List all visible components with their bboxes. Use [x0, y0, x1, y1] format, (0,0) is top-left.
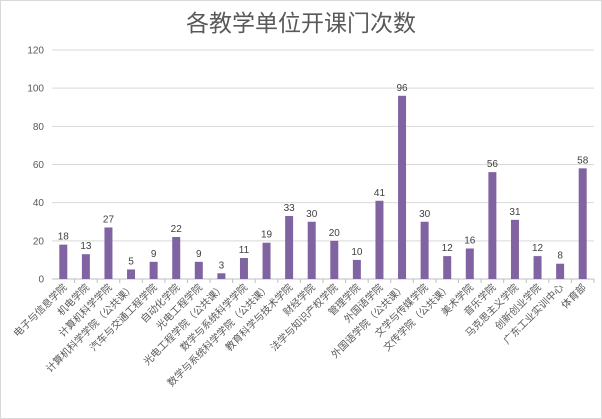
- data-label: 12: [532, 243, 544, 254]
- bar: [239, 258, 248, 279]
- bar: [420, 221, 429, 279]
- data-label: 13: [80, 241, 92, 252]
- bar: [533, 256, 542, 279]
- data-label: 16: [464, 235, 476, 246]
- data-label: 5: [128, 256, 134, 267]
- data-label: 10: [351, 247, 363, 258]
- data-label: 11: [239, 245, 250, 256]
- data-label: 9: [151, 249, 157, 260]
- data-label: 20: [329, 228, 341, 239]
- data-label: 9: [196, 249, 202, 260]
- bar: [307, 221, 316, 279]
- y-tick-label: 40: [33, 198, 45, 209]
- chart-title: 各教学单位开课门次数: [186, 11, 416, 37]
- data-label: 8: [557, 251, 563, 262]
- data-label: 22: [171, 224, 183, 235]
- data-label: 19: [261, 230, 273, 241]
- category-label: 体育部: [558, 281, 588, 311]
- data-label: 30: [419, 209, 431, 220]
- data-label: 31: [509, 207, 521, 218]
- data-label: 18: [58, 232, 70, 243]
- bar: [285, 216, 294, 279]
- bar: [488, 172, 497, 279]
- data-label: 41: [374, 188, 386, 199]
- data-label: 12: [442, 243, 454, 254]
- bar: [398, 95, 407, 279]
- bar: [172, 237, 181, 279]
- bar: [149, 261, 158, 279]
- bar: [217, 273, 226, 279]
- data-label: 56: [487, 159, 499, 170]
- bar: [127, 269, 136, 279]
- bar: [578, 168, 587, 279]
- data-label: 33: [284, 203, 296, 214]
- bar: [330, 240, 339, 279]
- data-label: 58: [577, 155, 589, 166]
- bar: [352, 259, 361, 279]
- data-label: 3: [219, 260, 225, 271]
- bar: [59, 244, 68, 279]
- data-label: 96: [396, 83, 408, 94]
- bar: [81, 254, 90, 279]
- y-tick-label: 120: [27, 46, 44, 57]
- data-label: 30: [306, 209, 318, 220]
- y-tick-label: 80: [33, 122, 45, 133]
- bar: [465, 248, 474, 279]
- y-tick-label: 0: [38, 275, 44, 286]
- bar: [104, 227, 113, 279]
- y-tick-label: 60: [33, 160, 45, 171]
- bar: [194, 261, 203, 279]
- y-tick-label: 100: [27, 84, 44, 95]
- data-label: 27: [103, 214, 115, 225]
- bar: [262, 242, 271, 279]
- bar: [556, 263, 565, 279]
- bar: [510, 219, 519, 279]
- bar: [443, 256, 452, 279]
- y-tick-label: 20: [33, 236, 45, 247]
- bar: [375, 200, 384, 279]
